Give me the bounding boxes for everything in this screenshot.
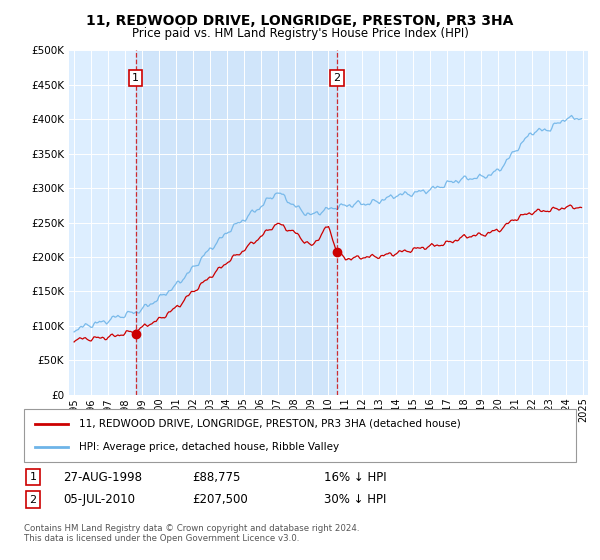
Text: Contains HM Land Registry data © Crown copyright and database right 2024.
This d: Contains HM Land Registry data © Crown c… [24, 524, 359, 543]
Text: HPI: Average price, detached house, Ribble Valley: HPI: Average price, detached house, Ribb… [79, 442, 340, 452]
FancyBboxPatch shape [24, 409, 576, 462]
Text: 16% ↓ HPI: 16% ↓ HPI [324, 470, 386, 484]
Text: 2: 2 [334, 73, 341, 83]
Text: 1: 1 [132, 73, 139, 83]
Bar [136, 50, 337, 395]
Text: 1: 1 [29, 472, 37, 482]
Text: 11, REDWOOD DRIVE, LONGRIDGE, PRESTON, PR3 3HA (detached house): 11, REDWOOD DRIVE, LONGRIDGE, PRESTON, P… [79, 419, 461, 429]
Text: Price paid vs. HM Land Registry's House Price Index (HPI): Price paid vs. HM Land Registry's House … [131, 27, 469, 40]
Text: 11, REDWOOD DRIVE, LONGRIDGE, PRESTON, PR3 3HA: 11, REDWOOD DRIVE, LONGRIDGE, PRESTON, P… [86, 14, 514, 28]
Text: 05-JUL-2010: 05-JUL-2010 [63, 493, 135, 506]
Text: 2: 2 [29, 494, 37, 505]
Text: 30% ↓ HPI: 30% ↓ HPI [324, 493, 386, 506]
Text: £88,775: £88,775 [192, 470, 241, 484]
Text: 27-AUG-1998: 27-AUG-1998 [63, 470, 142, 484]
Text: £207,500: £207,500 [192, 493, 248, 506]
